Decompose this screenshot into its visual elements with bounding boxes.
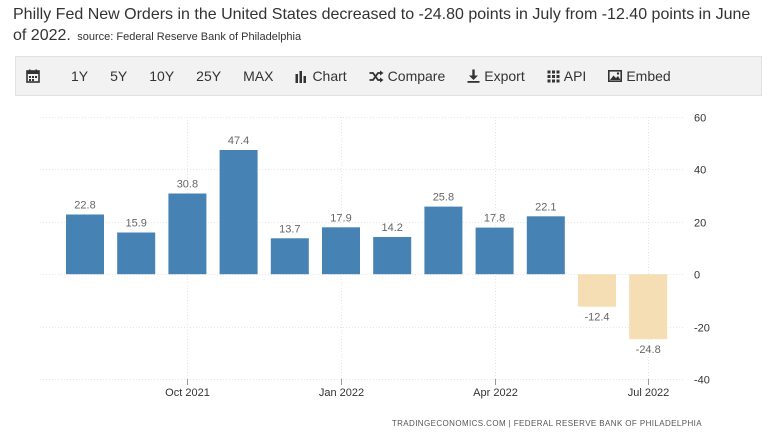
api-button[interactable]: API bbox=[536, 57, 598, 95]
bar-value-label: 17.8 bbox=[484, 213, 505, 225]
grid-icon bbox=[547, 70, 560, 83]
export-button[interactable]: Export bbox=[456, 57, 535, 95]
y-tick-label: 60 bbox=[694, 113, 706, 125]
y-tick-label: 20 bbox=[694, 218, 706, 230]
y-tick-label: -40 bbox=[694, 375, 710, 387]
bar-value-label: -24.8 bbox=[636, 344, 661, 356]
export-label: Export bbox=[484, 68, 525, 84]
calendar-button[interactable] bbox=[26, 57, 60, 95]
bar-aug-2021[interactable] bbox=[66, 214, 104, 275]
bar-value-label: 14.2 bbox=[381, 222, 402, 234]
range-5y-button[interactable]: 5Y bbox=[110, 68, 128, 84]
y-tick-label: 40 bbox=[694, 165, 706, 177]
bar-chart: 22.8 15.9 30.8 47.4 13.7 17.9 14.2 25.8 17.8 22.1… bbox=[40, 113, 710, 428]
bar-value-label: 13.7 bbox=[279, 223, 300, 235]
bar-value-label: 22.1 bbox=[535, 201, 556, 213]
calendar-icon bbox=[26, 69, 40, 83]
headline-source: source: Federal Reserve Bank of Philadel… bbox=[77, 31, 302, 43]
image-icon bbox=[608, 70, 623, 82]
x-tick-label: Jul 2022 bbox=[628, 387, 670, 399]
bar-mar-2022[interactable] bbox=[424, 206, 463, 275]
chart-area: 22.8 15.9 30.8 47.4 13.7 17.9 14.2 25.8 17.8 22.1… bbox=[0, 100, 772, 444]
embed-label: Embed bbox=[626, 68, 671, 84]
compare-label: Compare bbox=[387, 68, 446, 84]
chart-type-button[interactable]: Chart bbox=[284, 57, 357, 95]
range-1y-button[interactable]: 1Y bbox=[71, 68, 89, 84]
bar-jul-2022[interactable] bbox=[629, 274, 668, 340]
bar-value-label: 30.8 bbox=[177, 179, 198, 191]
download-icon bbox=[467, 69, 480, 83]
bar-value-label: 25.8 bbox=[433, 192, 454, 204]
bar-nov-2021[interactable] bbox=[219, 150, 258, 275]
bar-value-label: 22.8 bbox=[74, 200, 95, 212]
shuffle-icon bbox=[369, 70, 384, 83]
bar-jun-2022[interactable] bbox=[578, 274, 616, 307]
x-tick-label: Jan 2022 bbox=[319, 387, 364, 399]
y-tick-label: 0 bbox=[694, 270, 700, 282]
x-tick-label: Apr 2022 bbox=[473, 387, 518, 399]
bar-jan-2022[interactable] bbox=[322, 227, 360, 275]
bar-value-label: -12.4 bbox=[584, 312, 609, 324]
headline-title: Philly Fed New Orders in the United Stat… bbox=[13, 6, 751, 44]
headline: Philly Fed New Orders in the United Stat… bbox=[13, 4, 765, 48]
bar-may-2022[interactable] bbox=[526, 216, 565, 275]
chart-label: Chart bbox=[312, 68, 347, 84]
compare-button[interactable]: Compare bbox=[358, 57, 457, 95]
range-10y-button[interactable]: 10Y bbox=[149, 68, 175, 84]
bar-value-label: 17.9 bbox=[330, 212, 351, 224]
y-tick-label: -20 bbox=[694, 323, 710, 335]
chart-toolbar: 1Y 5Y 10Y 25Y MAX Chart Compare bbox=[15, 56, 762, 96]
bar-dec-2021[interactable] bbox=[270, 238, 309, 275]
x-tick-label: Oct 2021 bbox=[165, 387, 210, 399]
embed-button[interactable]: Embed bbox=[597, 57, 681, 95]
bar-apr-2022[interactable] bbox=[475, 227, 514, 275]
bar-value-label: 15.9 bbox=[125, 218, 146, 230]
bar-sep-2021[interactable] bbox=[117, 232, 156, 275]
bar-feb-2022[interactable] bbox=[373, 237, 412, 275]
api-label: API bbox=[563, 68, 587, 84]
range-max-button[interactable]: MAX bbox=[243, 68, 274, 84]
chart-footer: TRADINGECONOMICS.COM | FEDERAL RESERVE B… bbox=[392, 419, 702, 428]
range-25y-button[interactable]: 25Y bbox=[196, 68, 222, 84]
bar-oct-2021[interactable] bbox=[168, 193, 207, 275]
bar-chart-icon bbox=[295, 70, 308, 83]
bar-value-label: 47.4 bbox=[228, 135, 249, 147]
